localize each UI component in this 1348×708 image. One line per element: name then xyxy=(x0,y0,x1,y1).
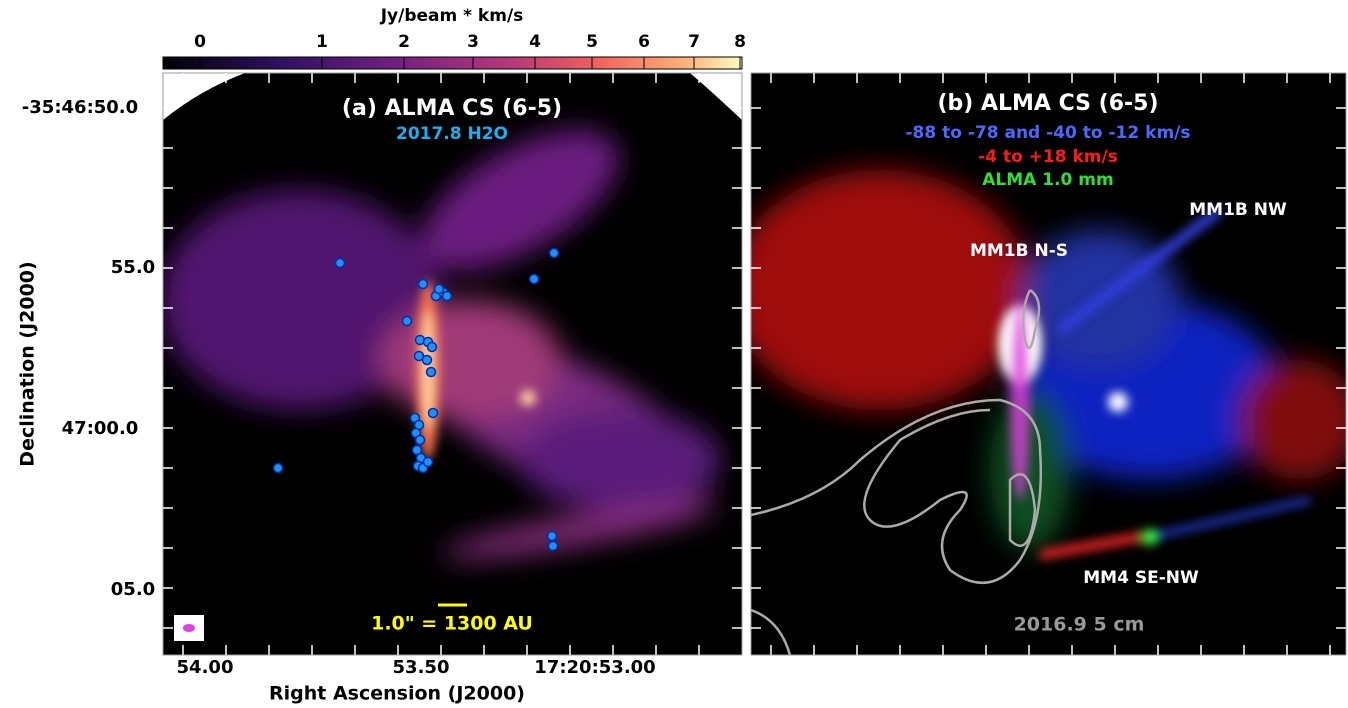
panel-title: (a) ALMA CS (6-5) xyxy=(342,96,562,121)
panel-title: (b) ALMA CS (6-5) xyxy=(937,91,1158,116)
maser-spot xyxy=(427,368,436,377)
colorbar-tick-label: 4 xyxy=(529,32,541,52)
maser-spot xyxy=(548,532,557,541)
maser-spot xyxy=(428,343,437,352)
colorbar-tick-label: 6 xyxy=(638,32,650,52)
maser-spot xyxy=(403,317,412,326)
y-tick-label: -35:46:50.0 xyxy=(22,97,138,118)
colorbar-tick-label: 1 xyxy=(316,32,328,52)
colorbar-tick-label: 7 xyxy=(688,32,700,52)
beam xyxy=(183,624,195,632)
figure: Jy/beam * km/s 0 1 2 3 4 5 6 7 8 (a) ALMA CS (6-… xyxy=(0,0,1348,708)
maser-spot xyxy=(419,280,428,289)
y-axis-label: Declination (J2000) xyxy=(17,261,39,466)
maser-spot xyxy=(429,409,438,418)
maser-spot xyxy=(336,259,345,268)
maser-spot xyxy=(274,464,283,473)
contour-label: 2016.9 5 cm xyxy=(1014,614,1145,636)
scale-label: 1.0" = 1300 AU xyxy=(371,613,533,635)
source-label: MM1B NW xyxy=(1189,200,1287,220)
maser-spot xyxy=(550,249,559,258)
legend-green: ALMA 1.0 mm xyxy=(982,170,1113,190)
legend-red: -4 to +18 km/s xyxy=(978,147,1118,167)
maser-spot xyxy=(435,285,444,294)
colorbar-label: Jy/beam * km/s xyxy=(380,6,524,26)
maser-spot xyxy=(549,542,558,551)
maser-spot xyxy=(423,356,432,365)
colorbar-tick-label: 3 xyxy=(467,32,479,52)
x-tick-label: 17:20:53.00 xyxy=(534,657,655,678)
colorbar-tick-label: 0 xyxy=(194,32,206,52)
y-tick-label: 55.0 xyxy=(111,257,155,278)
maser-spot xyxy=(443,292,452,301)
source-label: MM4 SE-NW xyxy=(1083,568,1199,588)
colorbar-tick-label: 5 xyxy=(586,32,598,52)
x-tick-label: 54.00 xyxy=(177,657,234,678)
x-tick-label: 53.50 xyxy=(393,657,450,678)
panel-a-image xyxy=(160,73,742,655)
legend-blue: -88 to -78 and -40 to -12 km/s xyxy=(906,123,1191,143)
colorbar-tick-label: 2 xyxy=(398,32,410,52)
maser-spot xyxy=(424,458,433,467)
y-tick-label: 47:00.0 xyxy=(62,418,139,439)
x-axis-label: Right Ascension (J2000) xyxy=(269,683,525,705)
maser-label: 2017.8 H2O xyxy=(396,124,508,144)
y-tick-label: 05.0 xyxy=(111,579,155,600)
colorbar xyxy=(163,57,742,69)
maser-spot xyxy=(416,436,425,445)
colorbar-tick-label: 8 xyxy=(734,32,746,52)
source-label: MM1B N-S xyxy=(970,241,1068,261)
maser-spot xyxy=(530,275,539,284)
